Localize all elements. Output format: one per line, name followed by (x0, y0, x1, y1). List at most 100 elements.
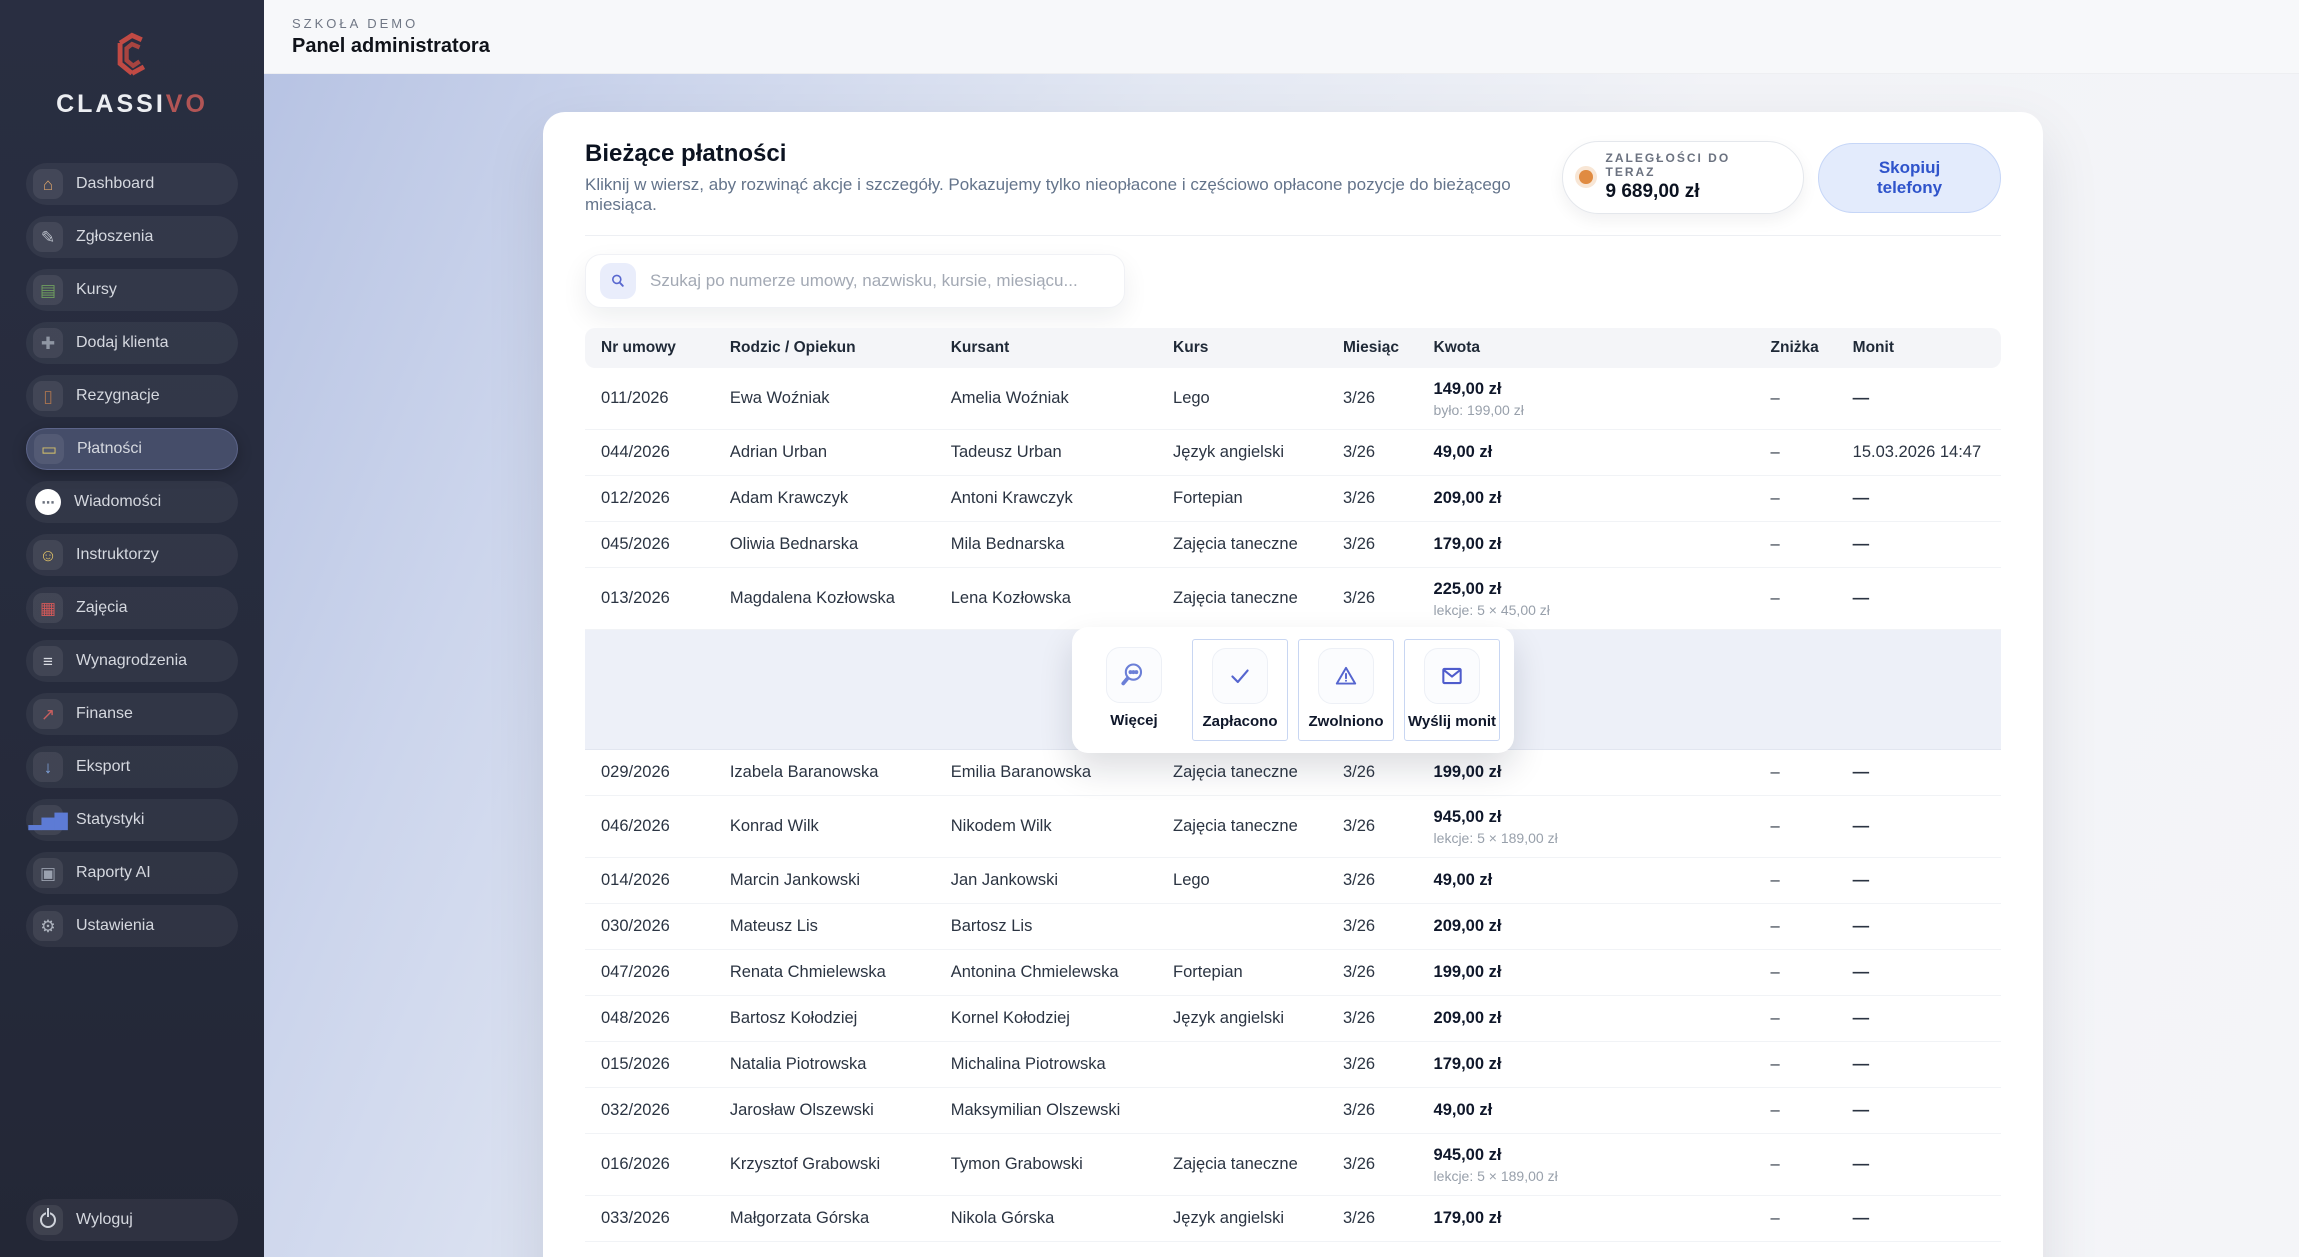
search-box[interactable] (585, 254, 1125, 308)
amount-value: 945,00 zł (1434, 808, 1755, 827)
cell-contract-no: 032/2026 (585, 1101, 714, 1120)
payments-header-actions: ZALEGŁOŚCI DO TERAZ 9 689,00 zł Skopiuj … (1562, 141, 2001, 214)
receipt-icon: ≡ (33, 646, 63, 676)
cell-parent: Marcin Jankowski (714, 871, 935, 890)
copy-phones-button[interactable]: Skopiuj telefony (1818, 143, 2001, 213)
sidebar-item-eksport[interactable]: ↓ Eksport (26, 746, 238, 788)
cell-student: Amelia Woźniak (935, 389, 1157, 408)
payments-card: Bieżące płatności Kliknij w wiersz, aby … (543, 112, 2043, 1257)
cell-amount: 209,00 zł (1418, 1009, 1755, 1028)
robot-icon: ▣ (33, 858, 63, 888)
table-row[interactable]: 012/2026 Adam Krawczyk Antoni Krawczyk F… (585, 476, 2001, 522)
table-row[interactable]: 046/2026 Konrad Wilk Nikodem Wilk Zajęci… (585, 796, 2001, 858)
sidebar-item-zgloszenia[interactable]: ✎ Zgłoszenia (26, 216, 238, 258)
action-wyslij-monit[interactable]: Wyślij monit (1404, 639, 1500, 741)
cell-parent: Mateusz Lis (714, 917, 935, 936)
action-label: Zwolniono (1309, 713, 1384, 730)
amount-value: 209,00 zł (1434, 1009, 1755, 1028)
cell-month: 3/26 (1327, 871, 1418, 890)
amount-value: 209,00 zł (1434, 917, 1755, 936)
table-row[interactable]: 030/2026 Mateusz Lis Bartosz Lis 3/26 20… (585, 904, 2001, 950)
table-row[interactable]: 011/2026 Ewa Woźniak Amelia Woźniak Lego… (585, 368, 2001, 430)
table-row[interactable]: 016/2026 Krzysztof Grabowski Tymon Grabo… (585, 1134, 2001, 1196)
topbar: SZKOŁA DEMO Panel administratora (264, 0, 2299, 74)
sidebar-item-label: Finanse (76, 705, 133, 723)
cell-month: 3/26 (1327, 389, 1418, 408)
cell-parent: Ewa Woźniak (714, 389, 935, 408)
cell-month: 3/26 (1327, 1055, 1418, 1074)
cell-course: Zajęcia taneczne (1157, 1155, 1327, 1174)
cell-discount: – (1755, 917, 1837, 936)
action-panel: Więcej Zapłacono (1072, 627, 1514, 753)
cell-amount: 149,00 zł było: 199,00 zł (1418, 380, 1755, 418)
cell-student: Tadeusz Urban (935, 443, 1157, 462)
cell-reminder: — (1837, 1209, 2001, 1228)
search-icon (600, 263, 636, 299)
table-row[interactable]: 034/2026 Patryk Walczak Stanisław Walcza… (585, 1242, 2001, 1257)
cell-contract-no: 044/2026 (585, 443, 714, 462)
amount-value: 179,00 zł (1434, 1209, 1755, 1228)
amount-value: 49,00 zł (1434, 443, 1755, 462)
cell-month: 3/26 (1327, 917, 1418, 936)
payments-title: Bieżące płatności (585, 140, 1562, 168)
chat-icon: ⋯ (35, 489, 61, 515)
payments-subtitle: Kliknij w wiersz, aby rozwinąć akcje i s… (585, 175, 1562, 215)
expanded-row-actions: Więcej Zapłacono (585, 630, 2001, 750)
cell-discount: – (1755, 1055, 1837, 1074)
sidebar-item-label: Zajęcia (76, 599, 128, 617)
amount-value: 49,00 zł (1434, 871, 1755, 890)
cell-amount: 945,00 zł lekcje: 5 × 189,00 zł (1418, 1146, 1755, 1184)
cell-month: 3/26 (1327, 1101, 1418, 1120)
action-zaplacono[interactable]: Zapłacono (1192, 639, 1288, 741)
sidebar-item-dodaj-klienta[interactable]: ✚ Dodaj klienta (26, 322, 238, 364)
sidebar-item-instruktorzy[interactable]: ☺ Instruktorzy (26, 534, 238, 576)
sidebar-item-raporty-ai[interactable]: ▣ Raporty AI (26, 852, 238, 894)
table-row[interactable]: 032/2026 Jarosław Olszewski Maksymilian … (585, 1088, 2001, 1134)
cell-student: Bartosz Lis (935, 917, 1157, 936)
action-zwolniono[interactable]: Zwolniono (1298, 639, 1394, 741)
chart-up-icon: ↗ (33, 699, 63, 729)
cell-reminder: — (1837, 535, 2001, 554)
sidebar-item-label: Płatności (77, 440, 142, 458)
cell-parent: Małgorzata Górska (714, 1209, 935, 1228)
amount-note: było: 199,00 zł (1434, 402, 1755, 418)
sidebar-item-finanse[interactable]: ↗ Finanse (26, 693, 238, 735)
table-row[interactable]: 029/2026 Izabela Baranowska Emilia Baran… (585, 750, 2001, 796)
cell-course: Zajęcia taneczne (1157, 817, 1327, 836)
sidebar-item-platnosci[interactable]: ▭ Płatności (26, 428, 238, 470)
sidebar-item-wiadomosci[interactable]: ⋯ Wiadomości (26, 481, 238, 523)
cell-reminder: — (1837, 763, 2001, 782)
table-row[interactable]: 048/2026 Bartosz Kołodziej Kornel Kołodz… (585, 996, 2001, 1042)
table-row[interactable]: 015/2026 Natalia Piotrowska Michalina Pi… (585, 1042, 2001, 1088)
sidebar-item-ustawienia[interactable]: ⚙ Ustawienia (26, 905, 238, 947)
cell-reminder: — (1837, 963, 2001, 982)
table-row[interactable]: 033/2026 Małgorzata Górska Nikola Górska… (585, 1196, 2001, 1242)
table-row[interactable]: 047/2026 Renata Chmielewska Antonina Chm… (585, 950, 2001, 996)
sidebar-item-statystyki[interactable]: ▂▅▇ Statystyki (26, 799, 238, 841)
sidebar-item-kursy[interactable]: ▤ Kursy (26, 269, 238, 311)
action-wiecej[interactable]: Więcej (1086, 639, 1182, 741)
table-row[interactable]: 014/2026 Marcin Jankowski Jan Jankowski … (585, 858, 2001, 904)
table-row[interactable]: 013/2026 Magdalena Kozłowska Lena Kozłow… (585, 568, 2001, 630)
search-input[interactable] (650, 271, 1110, 291)
amount-note: lekcje: 5 × 189,00 zł (1434, 830, 1755, 846)
sidebar-item-wyloguj[interactable]: Wyloguj (26, 1199, 238, 1241)
sidebar-item-label: Wiadomości (74, 493, 161, 511)
table-row[interactable]: 045/2026 Oliwia Bednarska Mila Bednarska… (585, 522, 2001, 568)
sidebar-item-wynagrodzenia[interactable]: ≡ Wynagrodzenia (26, 640, 238, 682)
cell-reminder: — (1837, 389, 2001, 408)
cell-amount: 945,00 zł lekcje: 5 × 189,00 zł (1418, 808, 1755, 846)
sidebar-item-zajecia[interactable]: ▦ Zajęcia (26, 587, 238, 629)
cell-parent: Jarosław Olszewski (714, 1101, 935, 1120)
amount-value: 179,00 zł (1434, 535, 1755, 554)
cell-amount: 225,00 zł lekcje: 5 × 45,00 zł (1418, 580, 1755, 618)
cell-amount: 179,00 zł (1418, 1055, 1755, 1074)
sidebar-item-dashboard[interactable]: ⌂ Dashboard (26, 163, 238, 205)
table-row[interactable]: 044/2026 Adrian Urban Tadeusz Urban Języ… (585, 430, 2001, 476)
cell-discount: – (1755, 1101, 1837, 1120)
column-header: Miesiąc (1327, 339, 1418, 357)
plus-icon: ✚ (33, 328, 63, 358)
cell-parent: Izabela Baranowska (714, 763, 935, 782)
amount-note: lekcje: 5 × 189,00 zł (1434, 1168, 1755, 1184)
sidebar-item-rezygnacje[interactable]: ▯ Rezygnacje (26, 375, 238, 417)
